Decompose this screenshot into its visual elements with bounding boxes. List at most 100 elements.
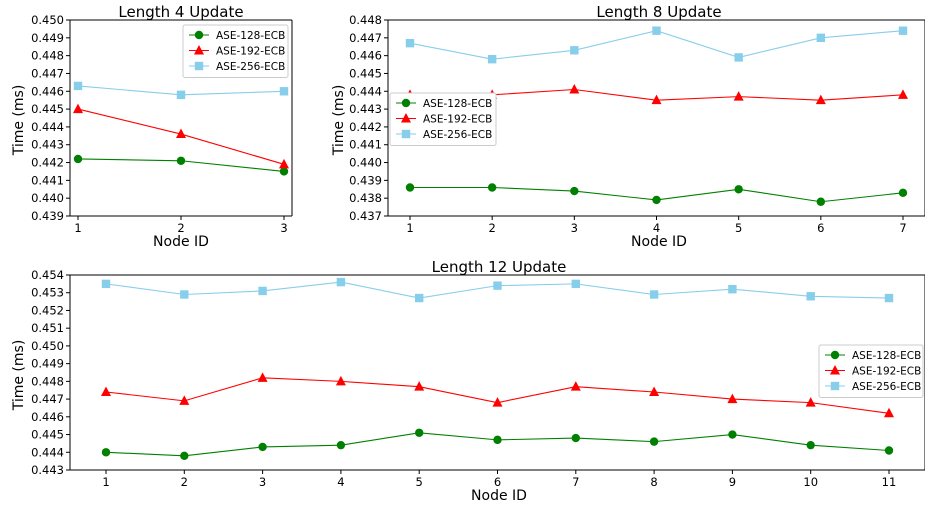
legend-label: ASE-192-ECB bbox=[216, 46, 285, 58]
y-tick-label: 0.441 bbox=[349, 138, 382, 152]
y-tick-label: 0.444 bbox=[31, 445, 64, 459]
y-tick-label: 0.450 bbox=[31, 13, 64, 27]
data-point-ase-128-ecb bbox=[180, 451, 189, 461]
data-point-ase-128-ecb bbox=[816, 197, 826, 206]
data-point-ase-192-ecb bbox=[279, 158, 289, 169]
data-point-ase-192-ecb bbox=[884, 407, 894, 418]
data-point-ase-192-ecb bbox=[815, 94, 826, 105]
y-tick-label: 0.447 bbox=[31, 392, 64, 406]
data-point-ase-128-ecb bbox=[652, 195, 661, 205]
data-point-ase-128-ecb bbox=[898, 188, 908, 198]
y-tick-label: 0.453 bbox=[31, 286, 64, 300]
y-tick-label: 0.438 bbox=[349, 191, 382, 205]
x-tick-label: 1 bbox=[102, 475, 109, 489]
x-tick-label: 7 bbox=[572, 475, 579, 489]
y-tick-label: 0.448 bbox=[31, 49, 64, 63]
data-point-ase-128-ecb bbox=[884, 446, 894, 455]
data-point-ase-192-ecb bbox=[569, 83, 580, 94]
y-tick-label: 0.444 bbox=[31, 120, 64, 134]
data-point-ase-192-ecb bbox=[257, 372, 268, 382]
data-point-ase-256-ecb bbox=[884, 293, 894, 303]
data-point-ase-256-ecb bbox=[180, 290, 189, 299]
data-point-ase-256-ecb bbox=[73, 81, 83, 91]
x-tick-label: 4 bbox=[653, 221, 660, 235]
legend-marker bbox=[194, 45, 204, 55]
x-axis-label: Node ID bbox=[631, 234, 687, 250]
y-tick-label: 0.439 bbox=[31, 209, 64, 223]
data-point-ase-128-ecb bbox=[336, 440, 346, 450]
y-tick-label: 0.446 bbox=[31, 84, 64, 98]
data-point-ase-256-ecb bbox=[258, 286, 267, 296]
y-axis-label: Time (ms) bbox=[11, 340, 27, 412]
y-tick-label: 0.449 bbox=[31, 357, 64, 371]
data-point-ase-256-ecb bbox=[487, 55, 497, 64]
legend-label: ASE-256-ECB bbox=[423, 129, 492, 141]
series-line-ase-256-ecb bbox=[409, 30, 904, 60]
chart-title: Length 4 Update bbox=[118, 3, 243, 21]
y-tick-label: 0.445 bbox=[349, 66, 382, 80]
data-point-ase-192-ecb bbox=[651, 94, 662, 105]
data-point-ase-192-ecb bbox=[805, 397, 816, 407]
data-point-ase-256-ecb bbox=[734, 53, 743, 62]
plot-area: 0.437 0.438 0.439 0.440 0.441 0.442 0.443 0.444… bbox=[349, 13, 925, 235]
legend-frame bbox=[182, 24, 289, 78]
legend-frame bbox=[389, 92, 497, 146]
data-point-ase-128-ecb bbox=[176, 156, 186, 165]
legend-marker bbox=[830, 350, 840, 360]
data-point-ase-256-ecb bbox=[728, 284, 737, 294]
x-tick-label: 10 bbox=[803, 475, 818, 489]
data-point-ase-192-ecb bbox=[73, 103, 83, 114]
legend-marker bbox=[830, 365, 840, 375]
data-point-ase-256-ecb bbox=[652, 26, 661, 35]
legend-label: ASE-256-ECB bbox=[852, 381, 921, 393]
y-tick-label: 0.451 bbox=[31, 321, 64, 335]
y-tick-label: 0.439 bbox=[349, 173, 382, 187]
y-tick-label: 0.452 bbox=[31, 303, 64, 317]
y-tick-label: 0.441 bbox=[31, 173, 64, 187]
data-point-ase-192-ecb bbox=[176, 128, 186, 139]
data-point-ase-192-ecb bbox=[727, 393, 738, 404]
data-point-ase-128-ecb bbox=[73, 154, 83, 164]
y-tick-label: 0.445 bbox=[31, 428, 64, 442]
data-point-ase-192-ecb bbox=[898, 89, 908, 99]
legend-label: ASE-256-ECB bbox=[216, 61, 285, 73]
data-point-ase-256-ecb bbox=[570, 46, 579, 55]
x-tick-label: 5 bbox=[735, 221, 742, 235]
data-point-ase-256-ecb bbox=[336, 277, 346, 287]
data-point-ase-128-ecb bbox=[649, 437, 659, 446]
y-tick-label: 0.442 bbox=[31, 156, 64, 170]
chart-title: Length 12 Update bbox=[432, 258, 567, 276]
data-point-ase-256-ecb bbox=[405, 38, 415, 48]
data-point-ase-192-ecb bbox=[492, 397, 503, 407]
data-point-ase-256-ecb bbox=[571, 279, 580, 289]
y-axis-label: Time (ms) bbox=[11, 85, 27, 157]
legend-frame bbox=[818, 344, 924, 398]
legend: ASE-128-ECB ASE-192-ECB ASE-256-ECB bbox=[818, 344, 924, 398]
data-point-ase-128-ecb bbox=[405, 183, 415, 192]
legend-marker bbox=[194, 61, 204, 71]
data-point-ase-256-ecb bbox=[493, 281, 502, 290]
x-axis-label: Node ID bbox=[153, 234, 209, 250]
y-tick-label: 0.447 bbox=[31, 66, 64, 80]
y-tick-label: 0.445 bbox=[31, 102, 64, 116]
legend: ASE-128-ECB ASE-192-ECB ASE-256-ECB bbox=[389, 92, 497, 146]
data-point-ase-192-ecb bbox=[335, 375, 346, 386]
x-tick-label: 1 bbox=[406, 221, 413, 235]
x-tick-label: 5 bbox=[416, 475, 423, 489]
data-point-ase-128-ecb bbox=[728, 430, 737, 439]
x-axis-label: Node ID bbox=[471, 488, 527, 504]
plot-area: 0.443 0.444 0.445 0.446 0.447 0.448 0.449 0.450… bbox=[31, 268, 925, 489]
legend-marker bbox=[401, 113, 411, 123]
x-tick-label: 2 bbox=[489, 221, 496, 235]
x-tick-label: 9 bbox=[729, 475, 736, 489]
y-tick-label: 0.443 bbox=[31, 463, 64, 477]
y-tick-label: 0.442 bbox=[349, 120, 382, 134]
y-tick-label: 0.454 bbox=[31, 268, 64, 282]
data-point-ase-128-ecb bbox=[258, 442, 267, 452]
chart-length-8: Length 8 Update Node ID Time (ms) 0.4370… bbox=[331, 3, 925, 250]
x-tick-label: 11 bbox=[882, 475, 897, 489]
data-point-ase-128-ecb bbox=[101, 448, 111, 457]
data-point-ase-256-ecb bbox=[806, 292, 815, 301]
y-tick-label: 0.440 bbox=[349, 156, 382, 170]
data-point-ase-192-ecb bbox=[733, 91, 744, 101]
